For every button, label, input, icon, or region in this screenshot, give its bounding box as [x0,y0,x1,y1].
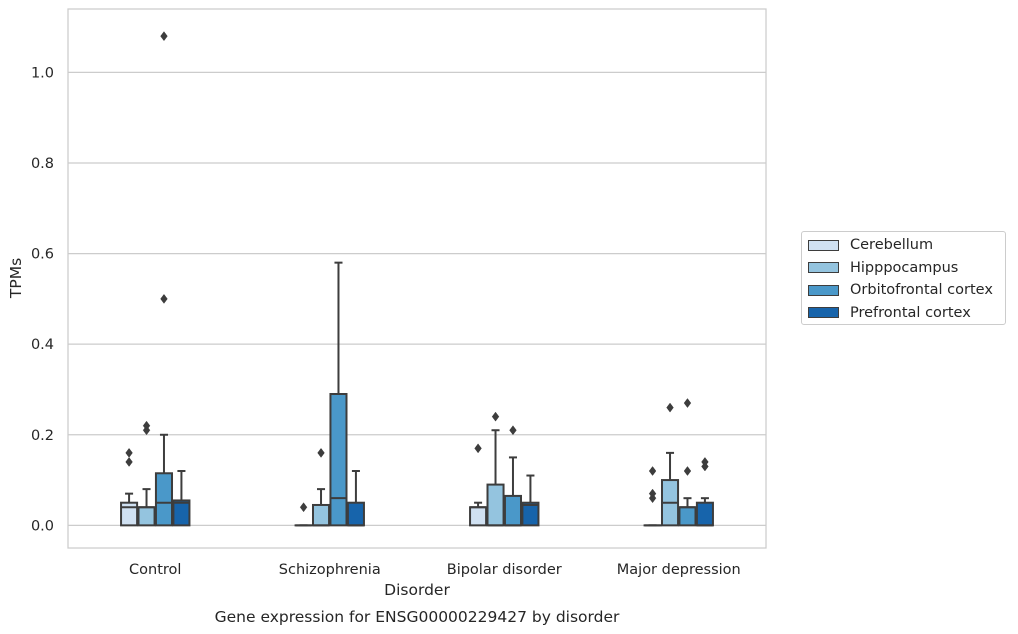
box-body [137,506,156,527]
chart-caption: Gene expression for ENSG00000229427 by d… [215,608,620,626]
x-axis-label: Disorder [384,581,450,599]
outlier-point [683,398,692,408]
y-tick-label: 0.2 [31,428,54,444]
y-tick-label: 0.8 [31,156,54,172]
box-body [469,506,488,527]
y-tick-label: 0.6 [31,247,54,263]
box-3 [678,398,697,527]
outlier-point [125,457,133,467]
x-tick-label: Major depression [617,562,741,578]
outlier-point [142,420,151,431]
legend-swatch [808,239,839,251]
box-4 [172,470,191,527]
y-tick-label: 1.0 [31,65,54,81]
outlier-point [160,293,168,304]
plot-area [68,9,766,548]
box-3 [154,31,174,527]
box-body [678,506,697,527]
y-tick-label: 0.0 [31,518,54,534]
box-1 [643,466,662,527]
box-1 [294,502,313,527]
box-body [311,503,331,527]
x-tick-label: Bipolar disorder [447,562,562,578]
box-2 [137,420,156,527]
outlier-point [299,502,308,513]
legend-swatch [808,284,839,296]
outlier-point [125,447,133,458]
box-1 [469,443,488,527]
legend-item: Cerebellum [808,235,933,255]
box-1 [120,447,139,527]
box-body [154,472,174,527]
outlier-point [683,466,692,476]
y-axis-label: TPMs [7,258,25,299]
legend-label: Hipppocampus [850,259,959,276]
legend-item: Hipppocampus [808,258,958,278]
box-2 [311,447,331,527]
box-body [346,501,365,527]
box-groups [120,31,714,527]
legend-swatch [808,262,839,273]
legend: Cerebellum Hipppocampus Orbitofrontal cort… [801,231,1006,325]
legend-swatch [808,307,839,318]
outlier-point [648,466,657,476]
y-axis-ticks: 0.0 0.2 0.4 0.6 0.8 1.0 [31,65,54,534]
box-body [695,501,714,527]
box-3 [329,261,348,527]
box-body [172,499,191,527]
box-body [486,483,505,527]
x-tick-label: Control [129,562,181,578]
legend-item: Orbitofrontal cortex [808,280,993,300]
legend-label: Orbitofrontal cortex [850,282,993,298]
outlier-point [666,402,674,413]
legend-label: Prefrontal cortex [850,304,971,321]
box-body [329,393,348,527]
box-4 [346,470,365,527]
box-4 [695,457,714,527]
legend-label: Cerebellum [850,237,934,253]
box-4 [521,474,540,527]
outlier-point [160,31,168,42]
box-2 [660,402,680,527]
outlier-point [509,425,517,436]
outlier-point [648,488,657,499]
x-tick-label: Schizophrenia [279,562,381,578]
box-body [120,501,139,527]
outlier-point [701,457,709,467]
outlier-point [491,411,500,422]
x-axis-ticks: Control Schizophrenia Bipolar disorder Majo… [129,562,741,578]
box-body [521,501,540,527]
box-body [503,494,523,527]
box-3 [503,425,523,527]
box-2 [486,411,505,527]
outlier-point [317,447,325,458]
y-tick-label: 0.4 [31,337,54,353]
legend-item: Prefrontal cortex [808,303,971,323]
plot-frame [67,8,767,549]
outlier-point [474,443,482,454]
